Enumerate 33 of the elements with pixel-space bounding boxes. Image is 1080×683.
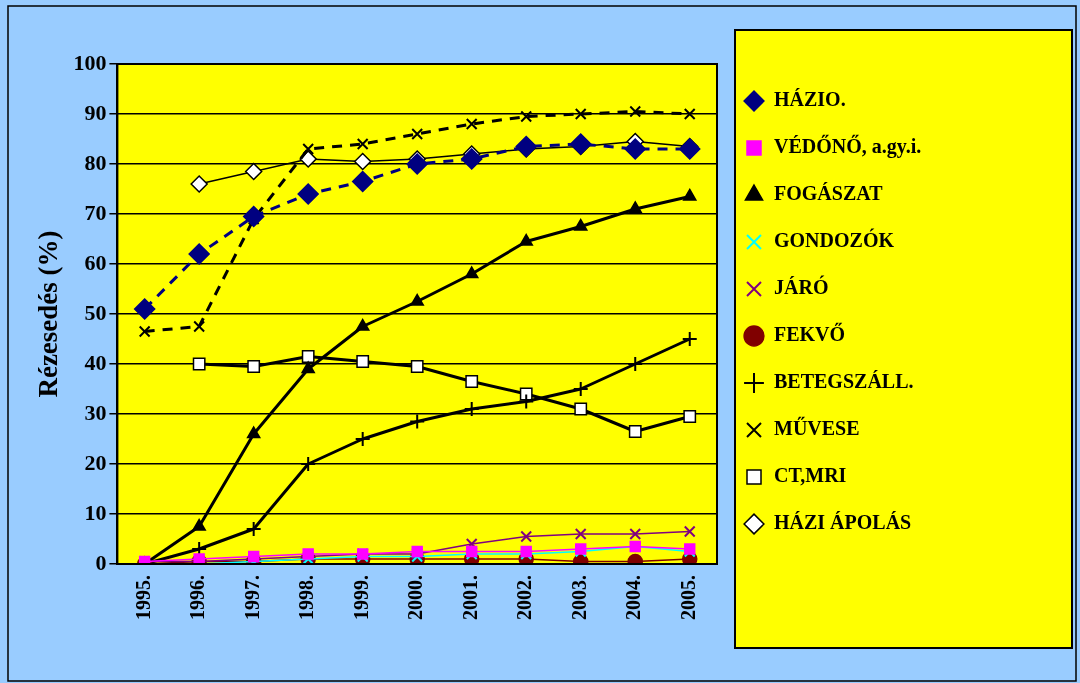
x-tick-label: 1995. bbox=[131, 575, 154, 620]
x-tick-label: 2000. bbox=[404, 575, 427, 620]
x-tick-label: 1999. bbox=[349, 575, 372, 620]
y-tick-label: 10 bbox=[84, 499, 107, 525]
x-tick-label: 1998. bbox=[295, 575, 318, 620]
legend-label: HÁZIO. bbox=[774, 88, 846, 111]
y-tick-label: 100 bbox=[73, 49, 107, 75]
legend-label: MŰVESE bbox=[774, 416, 860, 440]
x-tick-label: 2003. bbox=[567, 575, 590, 620]
y-axis-title: Rézesedés (%) bbox=[33, 230, 64, 398]
y-tick-label: 80 bbox=[84, 149, 107, 175]
legend-label: GONDOZÓK bbox=[774, 228, 895, 252]
y-tick-label: 20 bbox=[84, 449, 107, 475]
legend-label: HÁZI ÁPOLÁS bbox=[774, 511, 912, 534]
legend-label: BETEGSZÁLL. bbox=[774, 370, 914, 393]
y-tick-label: 50 bbox=[84, 299, 107, 325]
x-tick-label: 2002. bbox=[513, 575, 536, 620]
x-tick-label: 1997. bbox=[240, 575, 263, 620]
x-tick-label: 2001. bbox=[458, 575, 481, 620]
legend-label: CT,MRI bbox=[774, 464, 847, 487]
y-tick-label: 40 bbox=[84, 349, 107, 375]
y-tick-label: 0 bbox=[95, 549, 107, 575]
legend-label: JÁRÓ bbox=[774, 275, 829, 299]
y-tick-label: 60 bbox=[84, 249, 107, 275]
y-tick-label: 90 bbox=[84, 99, 107, 125]
x-tick-label: 2004. bbox=[622, 575, 645, 620]
legend-label: VÉDŐNŐ, a.gy.i. bbox=[774, 134, 922, 159]
y-tick-label: 70 bbox=[84, 199, 107, 225]
x-tick-label: 2005. bbox=[676, 575, 699, 620]
legend-label: FEKVŐ bbox=[774, 322, 846, 346]
y-tick-label: 30 bbox=[84, 399, 107, 425]
legend-label: FOGÁSZAT bbox=[774, 182, 884, 205]
x-tick-label: 1996. bbox=[186, 575, 209, 620]
